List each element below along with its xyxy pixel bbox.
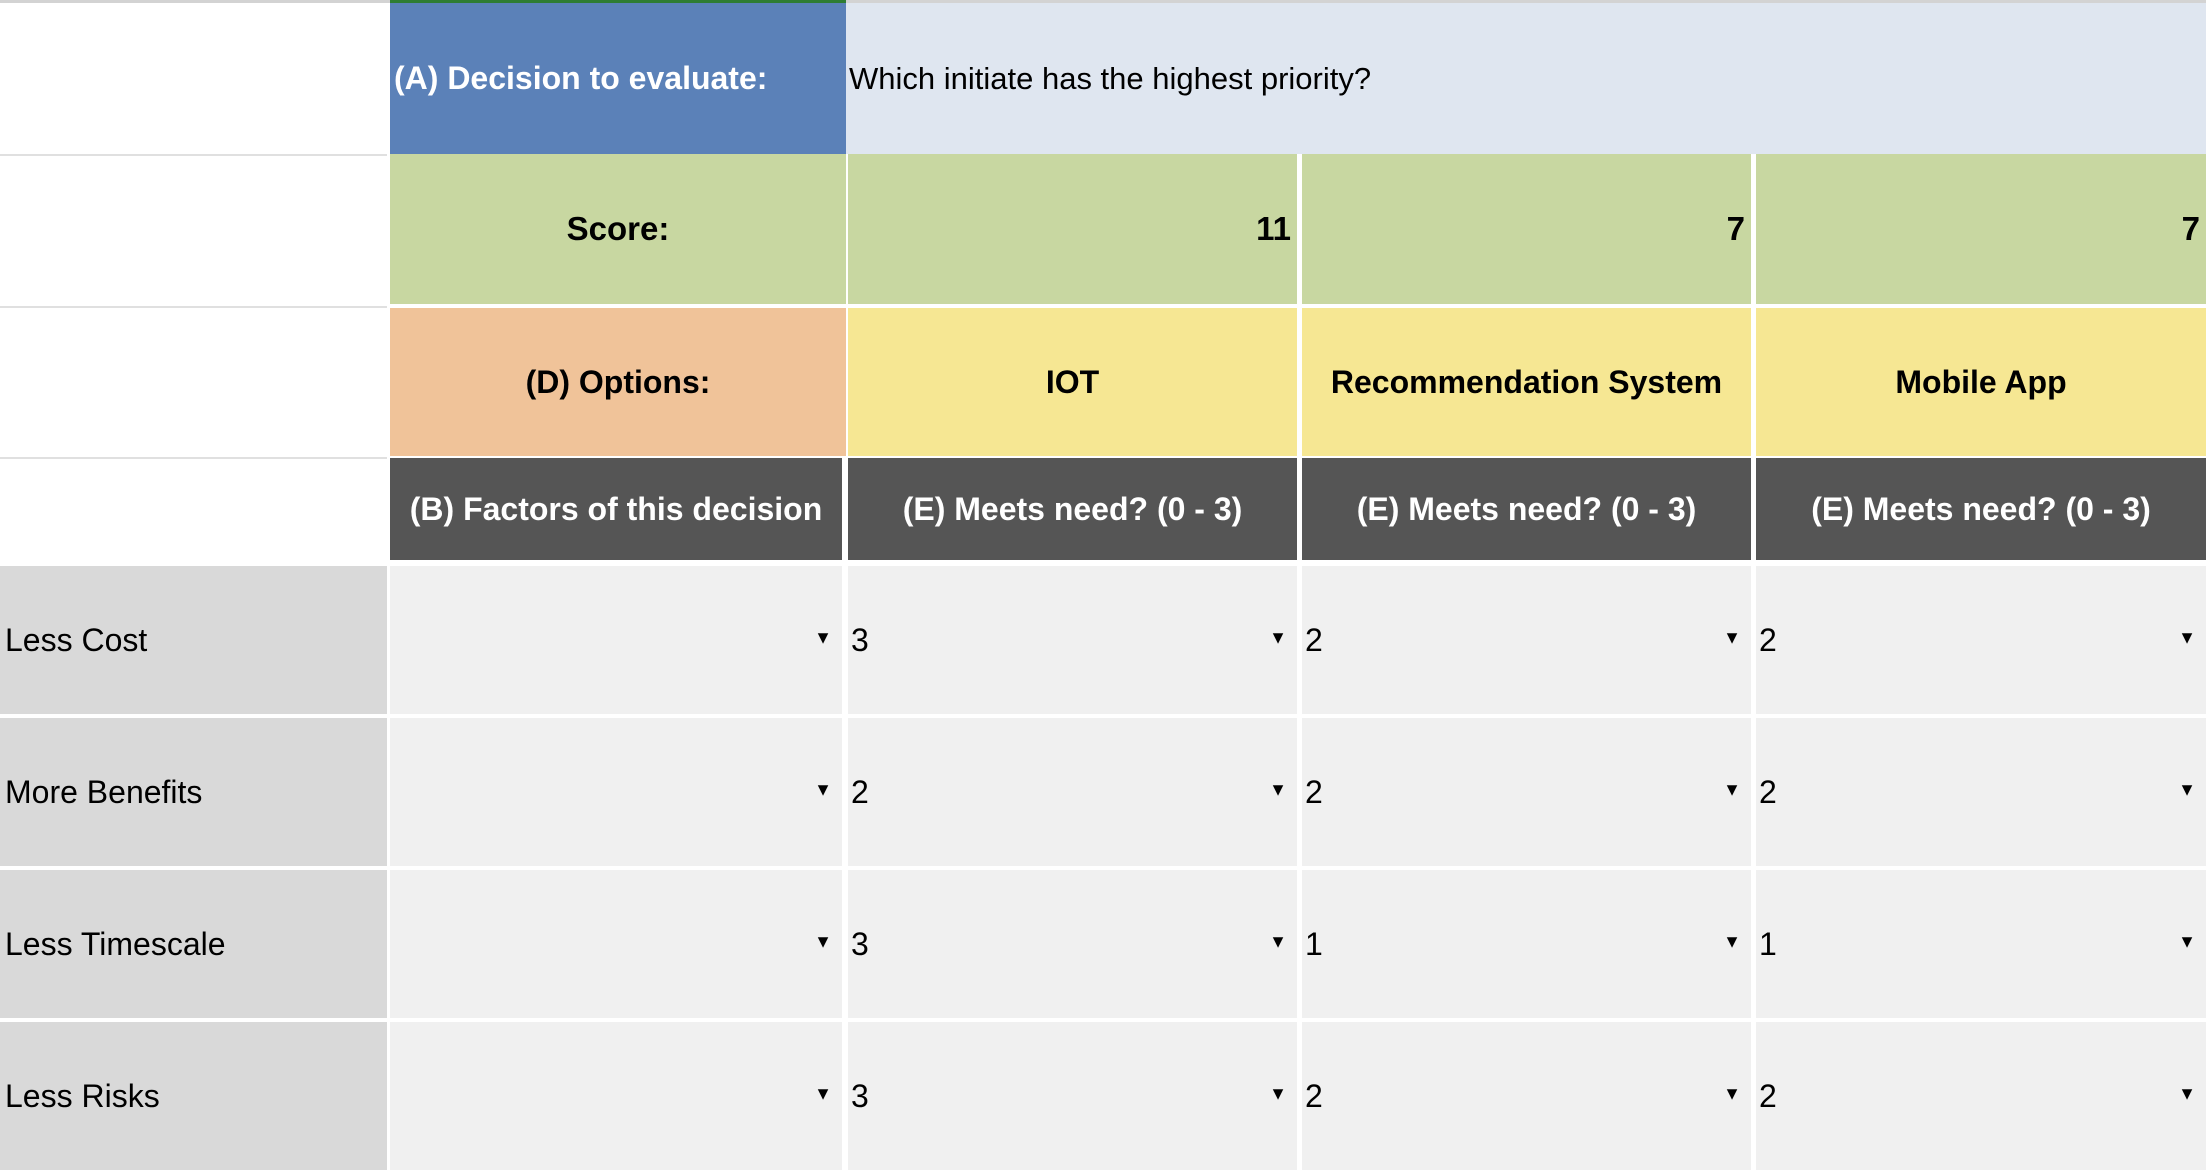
option-name: IOT	[1045, 363, 1100, 400]
decision-question-cell[interactable]: Which initiate has the highest priority?	[846, 3, 2206, 154]
options-label: (D) Options:	[525, 363, 711, 400]
gridline	[0, 457, 387, 459]
decision-label-cell[interactable]: (A) Decision to evaluate:	[390, 3, 846, 154]
score-label-cell[interactable]: Score:	[390, 154, 846, 304]
factor-cell-less-cost[interactable]: Less Cost	[0, 566, 387, 714]
rating-dropdown-iot[interactable]: 3 ▼	[848, 566, 1297, 714]
dropdown-arrow-icon[interactable]: ▼	[1269, 627, 1287, 648]
factor-weight-dropdown[interactable]: ▼	[390, 870, 842, 1018]
factor-cell-more-benefits[interactable]: More Benefits	[0, 718, 387, 866]
dropdown-arrow-icon[interactable]: ▼	[1723, 627, 1741, 648]
meets-need-header: (E) Meets need? (0 - 3)	[1356, 490, 1697, 527]
score-cell-recommendation-system[interactable]: 7	[1302, 154, 1751, 304]
factor-name: More Benefits	[5, 773, 203, 810]
dropdown-arrow-icon[interactable]: ▼	[1269, 1083, 1287, 1104]
dropdown-arrow-icon[interactable]: ▼	[1723, 1083, 1741, 1104]
rating-value: 1	[1759, 925, 1777, 962]
rating-dropdown-recommendation-system[interactable]: 1 ▼	[1302, 870, 1751, 1018]
rating-dropdown-mobile-app[interactable]: 2 ▼	[1756, 566, 2206, 714]
meets-need-header-recommendation-system[interactable]: (E) Meets need? (0 - 3)	[1302, 458, 1751, 560]
dropdown-arrow-icon[interactable]: ▼	[1269, 931, 1287, 952]
decision-label: (A) Decision to evaluate:	[394, 60, 768, 96]
factor-weight-dropdown[interactable]: ▼	[390, 718, 842, 866]
dropdown-arrow-icon[interactable]: ▼	[1723, 931, 1741, 952]
meets-need-header-iot[interactable]: (E) Meets need? (0 - 3)	[848, 458, 1297, 560]
option-cell-recommendation-system[interactable]: Recommendation System	[1302, 308, 1751, 456]
factor-weight-dropdown[interactable]: ▼	[390, 566, 842, 714]
meets-need-header: (E) Meets need? (0 - 3)	[902, 490, 1243, 527]
factor-name: Less Cost	[5, 621, 148, 658]
rating-value: 2	[1759, 621, 1777, 658]
rating-dropdown-recommendation-system[interactable]: 2 ▼	[1302, 1022, 1751, 1170]
option-cell-mobile-app[interactable]: Mobile App	[1756, 308, 2206, 456]
factors-header: (B) Factors of this decision	[409, 490, 823, 527]
rating-dropdown-recommendation-system[interactable]: 2 ▼	[1302, 566, 1751, 714]
meets-need-header-mobile-app[interactable]: (E) Meets need? (0 - 3)	[1756, 458, 2206, 560]
option-name: Recommendation System	[1330, 363, 1723, 400]
dropdown-arrow-icon[interactable]: ▼	[814, 779, 832, 800]
rating-value: 2	[1305, 621, 1323, 658]
score-value: 11	[1256, 210, 1291, 247]
dropdown-arrow-icon[interactable]: ▼	[814, 1083, 832, 1104]
factor-name: Less Risks	[5, 1077, 160, 1114]
rating-value: 3	[851, 925, 869, 962]
options-label-cell[interactable]: (D) Options:	[390, 308, 846, 456]
top-grid-border	[0, 0, 2206, 3]
rating-dropdown-iot[interactable]: 3 ▼	[848, 870, 1297, 1018]
gridline	[0, 154, 387, 156]
rating-dropdown-iot[interactable]: 2 ▼	[848, 718, 1297, 866]
option-cell-iot[interactable]: IOT	[848, 308, 1297, 456]
rating-value: 2	[1759, 1077, 1777, 1114]
factor-weight-dropdown[interactable]: ▼	[390, 1022, 842, 1170]
score-value: 7	[1726, 210, 1745, 247]
gridline	[0, 306, 387, 308]
dropdown-arrow-icon[interactable]: ▼	[814, 627, 832, 648]
score-value: 7	[2181, 210, 2200, 247]
active-cell-indicator	[390, 0, 846, 4]
rating-dropdown-recommendation-system[interactable]: 2 ▼	[1302, 718, 1751, 866]
dropdown-arrow-icon[interactable]: ▼	[814, 931, 832, 952]
rating-value: 2	[1305, 773, 1323, 810]
dropdown-arrow-icon[interactable]: ▼	[2178, 931, 2196, 952]
rating-dropdown-iot[interactable]: 3 ▼	[848, 1022, 1297, 1170]
dropdown-arrow-icon[interactable]: ▼	[2178, 627, 2196, 648]
rating-value: 2	[851, 773, 869, 810]
rating-value: 3	[851, 1077, 869, 1114]
dropdown-arrow-icon[interactable]: ▼	[1723, 779, 1741, 800]
rating-value: 2	[1759, 773, 1777, 810]
rating-value: 2	[1305, 1077, 1323, 1114]
decision-question: Which initiate has the highest priority?	[849, 60, 1372, 96]
factor-cell-less-risks[interactable]: Less Risks	[0, 1022, 387, 1170]
rating-value: 3	[851, 621, 869, 658]
factor-name: Less Timescale	[5, 925, 226, 962]
meets-need-header: (E) Meets need? (0 - 3)	[1811, 490, 2151, 527]
factors-header-cell[interactable]: (B) Factors of this decision	[390, 458, 842, 560]
rating-dropdown-mobile-app[interactable]: 1 ▼	[1756, 870, 2206, 1018]
dropdown-arrow-icon[interactable]: ▼	[2178, 779, 2196, 800]
dropdown-arrow-icon[interactable]: ▼	[1269, 779, 1287, 800]
rating-value: 1	[1305, 925, 1323, 962]
factor-cell-less-timescale[interactable]: Less Timescale	[0, 870, 387, 1018]
dropdown-arrow-icon[interactable]: ▼	[2178, 1083, 2196, 1104]
rating-dropdown-mobile-app[interactable]: 2 ▼	[1756, 1022, 2206, 1170]
rating-dropdown-mobile-app[interactable]: 2 ▼	[1756, 718, 2206, 866]
score-label: Score:	[566, 210, 670, 247]
score-cell-iot[interactable]: 11	[848, 154, 1297, 304]
option-name: Mobile App	[1895, 363, 2067, 400]
score-cell-mobile-app[interactable]: 7	[1756, 154, 2206, 304]
